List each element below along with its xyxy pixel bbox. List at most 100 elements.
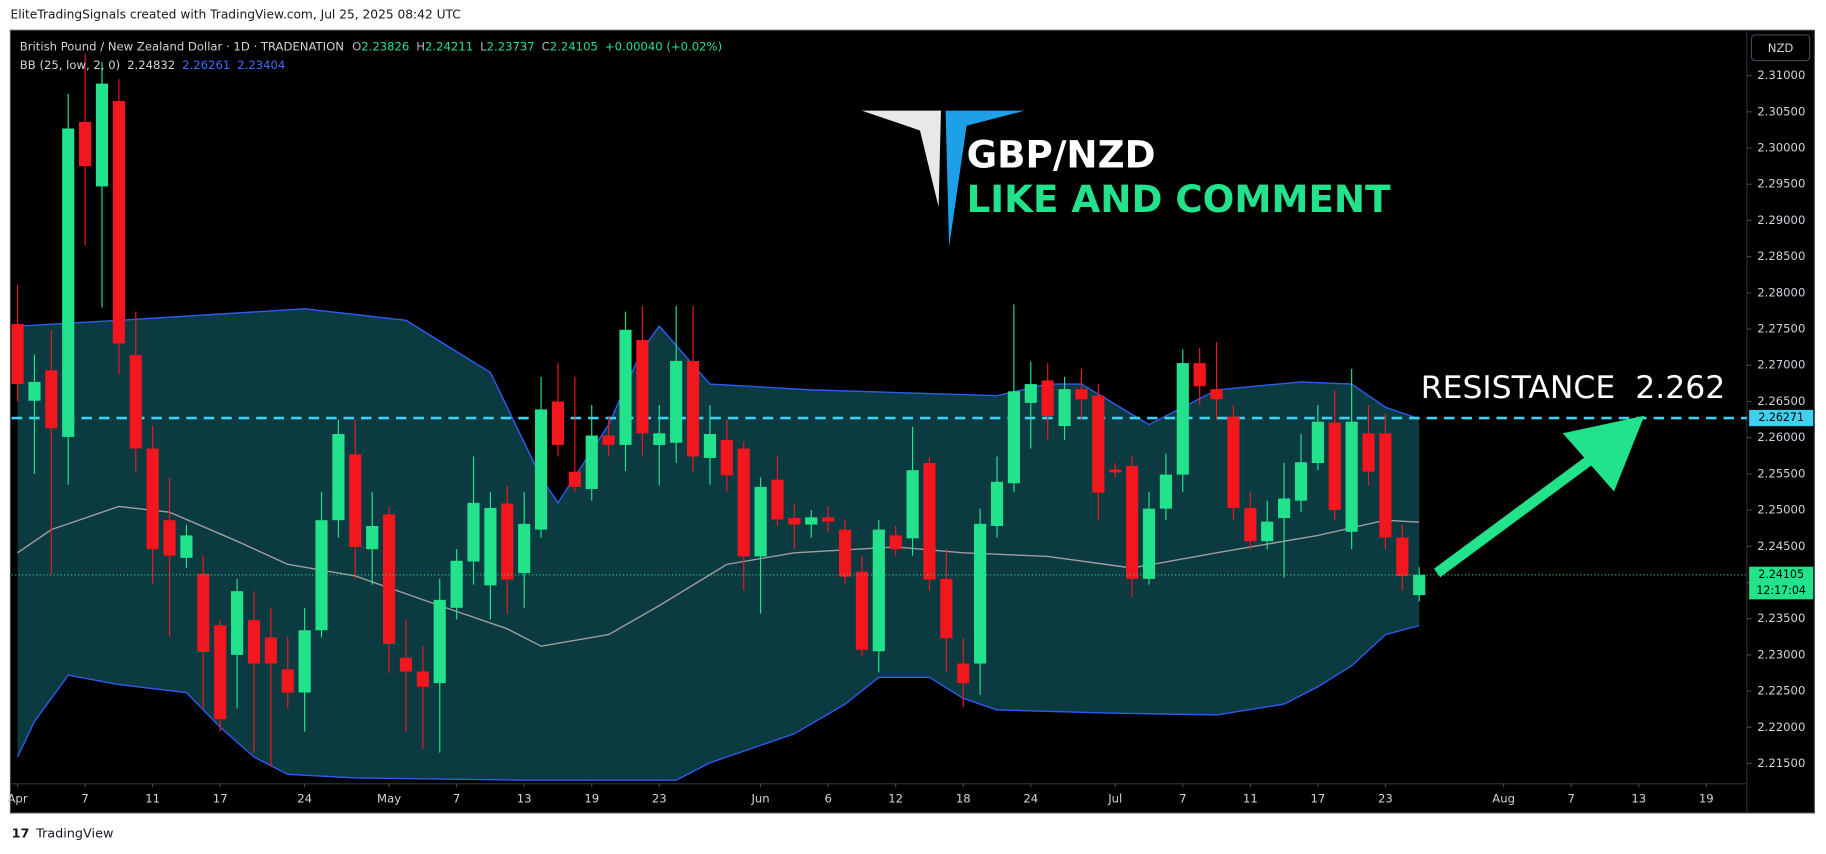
candle-body: [602, 435, 615, 445]
x-tick-label: Jul: [1107, 791, 1122, 805]
candle-body: [180, 535, 193, 558]
candle-body: [822, 517, 835, 522]
candle-body: [720, 439, 733, 476]
candle-body: [1227, 416, 1240, 508]
candle-body: [281, 669, 294, 693]
candle-body: [1092, 395, 1105, 493]
legend-label: O: [352, 39, 361, 53]
candle-body: [1278, 498, 1291, 519]
y-tick-label: 2.30500: [1757, 104, 1805, 118]
currency-button[interactable]: [1750, 34, 1811, 62]
y-tick-label: 2.30000: [1757, 141, 1805, 155]
candle-body: [990, 481, 1004, 526]
candle-body: [129, 355, 142, 449]
candle-body: [686, 360, 700, 457]
candle-body: [1328, 422, 1341, 511]
legend-value: 2.24105: [550, 39, 598, 53]
candle-body: [805, 517, 818, 525]
candle-body: [754, 486, 767, 557]
candle-body: [568, 471, 581, 487]
candle-body: [551, 401, 565, 445]
legend-value: 2.23826: [361, 39, 409, 53]
y-tick-label: 2.23500: [1757, 611, 1805, 625]
candle-body: [315, 520, 328, 631]
candle-body: [1058, 389, 1071, 427]
x-tick-label: 13: [517, 791, 532, 805]
candle-body: [1244, 507, 1257, 542]
bb-upper-value: 2.26261: [182, 58, 230, 72]
y-tick-label: 2.25000: [1757, 503, 1805, 517]
bb-upper: [17, 308, 1420, 505]
candle-body: [1126, 465, 1139, 579]
x-tick-label: Jun: [751, 791, 770, 805]
logo-blue: [945, 110, 1025, 247]
y-tick-label: 2.26000: [1757, 430, 1805, 444]
candle-body: [1294, 462, 1308, 501]
x-tick-label: 7: [1567, 791, 1574, 805]
arrow-head: [1562, 415, 1645, 492]
x-tick-label: 11: [145, 791, 160, 805]
candle-body: [28, 381, 41, 401]
candle-body: [1261, 521, 1274, 542]
candle-body: [231, 591, 244, 655]
x-tick-label: 7: [1179, 791, 1186, 805]
x-tick-label: 24: [297, 791, 312, 805]
x-tick-label: Aug: [1492, 791, 1515, 805]
candle-body: [433, 599, 446, 684]
candle-body: [382, 514, 396, 645]
y-tick-label: 2.27500: [1757, 322, 1805, 336]
bb-lower: [16, 624, 1420, 781]
bb-fill: [17, 308, 1420, 781]
bb-lower-value: 2.23404: [237, 58, 285, 72]
candle-body: [636, 339, 649, 434]
x-tick-label: 12: [888, 791, 903, 805]
x-tick-label: 19: [1699, 791, 1714, 805]
candle-body: [1075, 389, 1088, 400]
candle-body: [1176, 363, 1189, 475]
x-tick-label: 7: [453, 791, 460, 805]
legend-label: C: [542, 39, 550, 53]
bb-basis-value: 2.24832: [127, 58, 175, 72]
candle-body: [298, 630, 311, 693]
candle-body: [788, 518, 801, 525]
resistance-label-box: [1749, 409, 1814, 427]
candle-body: [1210, 389, 1223, 400]
currency-label[interactable]: NZD: [1768, 41, 1794, 55]
x-tick-label: 6: [824, 791, 831, 805]
legend-change: +0.00040 (+0.02%): [605, 39, 722, 53]
x-tick-label: 23: [1378, 791, 1393, 805]
footer: TradingView: [35, 826, 113, 841]
candle-body: [1024, 384, 1037, 403]
candle-body: [62, 128, 75, 437]
candle-body: [416, 671, 429, 687]
candle-body: [1311, 421, 1324, 464]
y-tick-label: 2.24500: [1757, 539, 1805, 553]
candle-body: [264, 637, 277, 664]
candle-body: [534, 409, 548, 530]
y-tick-label: 2.27000: [1757, 358, 1805, 372]
candle-body: [349, 454, 362, 547]
candle-body: [95, 83, 109, 187]
annotation: RESISTANCE 2.262: [1421, 370, 1725, 406]
candle-body: [1379, 433, 1392, 538]
candle-body: [501, 503, 514, 580]
price-label: 2.24105: [1758, 568, 1804, 581]
candle-body: [450, 560, 463, 608]
candle-body: [855, 571, 868, 650]
x-tick-label: May: [377, 791, 401, 805]
candle-body: [703, 434, 717, 458]
x-tick-label: 11: [1243, 791, 1258, 805]
bb-basis: [17, 505, 1420, 647]
x-tick-label: 18: [956, 791, 971, 805]
candle-body: [197, 573, 210, 652]
candle-body: [838, 529, 852, 577]
y-tick-label: 2.23000: [1757, 647, 1805, 661]
candle-body: [518, 523, 531, 574]
candle-body: [146, 448, 159, 550]
candle-body: [247, 620, 261, 664]
candle-body: [1142, 508, 1156, 579]
y-tick-label: 2.28500: [1757, 249, 1805, 263]
y-tick-label: 2.26500: [1757, 394, 1805, 408]
